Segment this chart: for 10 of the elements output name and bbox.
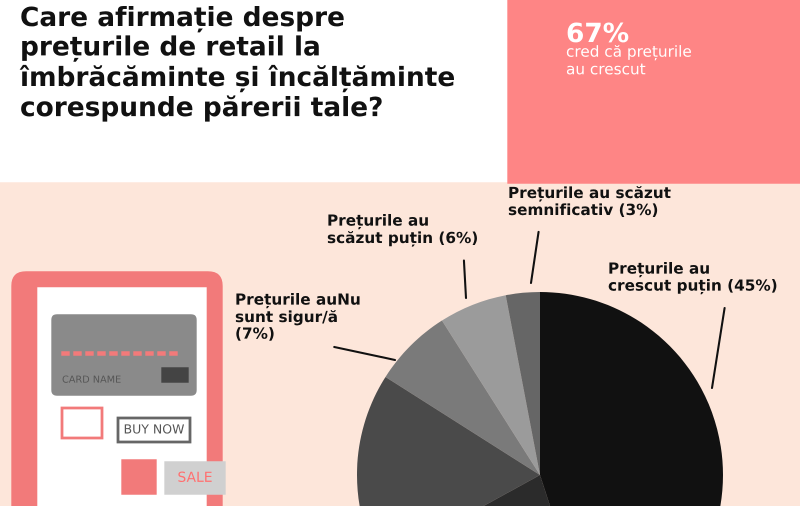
- slice-label: Prețurile au crescut puțin (45%): [608, 262, 776, 294]
- text: BUY NOW: [124, 424, 184, 434]
- data-label: (7%): [236, 327, 274, 341]
- text: 67%: [568, 22, 628, 42]
- text: cred că prețurile au crescut: [566, 45, 691, 75]
- text: SALE: [178, 472, 212, 482]
- chart-title: Care afirmație despre prețurile de retail la îmbrăcăminte și încălțăminte corespunde părerii tale?: [20, 6, 454, 122]
- slice-label: Prețurile au scăzut semnificativ (3%): [508, 186, 671, 217]
- slice-label: Prețurile auNu sunt sigur/ă: [236, 293, 360, 326]
- slice-label: Prețurile au scăzut puțin (6%): [328, 214, 477, 247]
